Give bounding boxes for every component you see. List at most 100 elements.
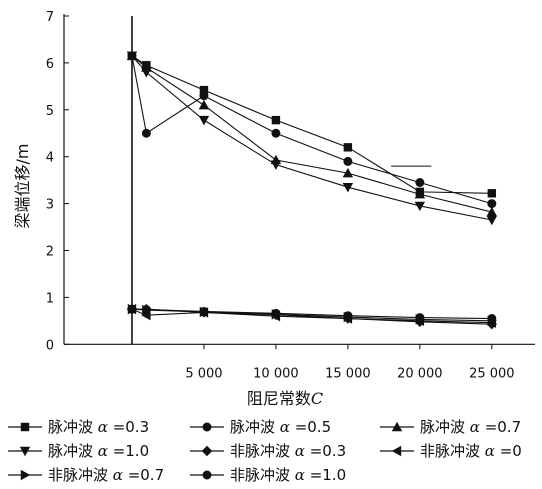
legend-label-alpha: α — [470, 418, 480, 436]
legend-label-prefix: 非脉冲波 — [48, 466, 113, 484]
legend-item: 非脉冲波 α =0.3 — [190, 442, 346, 460]
legend-label-alpha: α — [98, 442, 108, 460]
series-line — [131, 55, 492, 194]
series-5 — [126, 303, 498, 330]
legend-label: 脉冲波 α =0.5 — [230, 418, 331, 436]
y-tick-label: 6 — [46, 57, 54, 72]
legend-marker — [20, 469, 31, 481]
legend-item: 非脉冲波 α =1.0 — [190, 466, 346, 484]
data-point — [414, 201, 426, 212]
legend-item: 脉冲波 α =0.5 — [190, 418, 331, 436]
y-tick-label: 3 — [46, 198, 54, 213]
legend-marker — [201, 445, 213, 457]
legend-marker — [19, 446, 31, 457]
legend-label: 非脉冲波 α =1.0 — [230, 466, 346, 484]
data-point — [487, 199, 497, 209]
data-point — [486, 206, 498, 217]
legend-label-value: =0.7 — [480, 418, 521, 436]
legend-item: 脉冲波 α =0.3 — [8, 418, 149, 436]
legend-label-value: =0.3 — [305, 442, 346, 460]
legend-label-alpha: α — [98, 418, 108, 436]
legend-label-prefix: 脉冲波 — [420, 418, 470, 436]
legend-item: 非脉冲波 α =0 — [380, 442, 522, 460]
y-tick-label: 7 — [46, 10, 54, 25]
legend-marker — [391, 421, 403, 432]
x-tick-label: 15 000 — [325, 366, 371, 381]
data-point — [415, 178, 425, 187]
legend-label-value: =1.0 — [108, 442, 149, 460]
data-point — [415, 313, 425, 323]
legend-label-value: =0 — [495, 442, 522, 460]
legend-label-prefix: 非脉冲波 — [420, 442, 485, 460]
legend-label-prefix: 脉冲波 — [48, 418, 98, 436]
legend-label-prefix: 脉冲波 — [48, 442, 98, 460]
legend-label: 非脉冲波 α =0 — [420, 442, 522, 460]
series-2 — [127, 51, 497, 209]
data-point — [141, 305, 151, 315]
series-line — [131, 55, 492, 205]
legend-item: 脉冲波 α =1.0 — [8, 442, 149, 460]
legend-label-prefix: 脉冲波 — [230, 418, 280, 436]
legend-marker — [391, 445, 402, 457]
legend-label: 脉冲波 α =1.0 — [48, 442, 149, 460]
y-tick-label: 4 — [46, 151, 54, 166]
data-point — [487, 314, 497, 324]
data-point — [199, 85, 209, 95]
legend-label-value: =1.0 — [305, 466, 346, 484]
data-point — [342, 182, 354, 193]
legend-label-prefix: 非脉冲波 — [230, 466, 295, 484]
data-point — [343, 311, 353, 321]
legend-label: 非脉冲波 α =0.3 — [230, 442, 346, 460]
data-point — [141, 68, 152, 78]
axes — [63, 14, 535, 345]
data-point — [198, 99, 210, 110]
y-axis-title: 梁端位移/m — [13, 144, 32, 229]
data-point — [486, 215, 498, 226]
series-layer — [126, 50, 498, 330]
x-ticks: 5 000 10 000 15 000 20 000 25 000 — [185, 344, 515, 381]
series-8 — [127, 304, 497, 324]
legend-label-alpha: α — [280, 418, 290, 436]
data-point — [271, 115, 281, 125]
legend-marker — [20, 422, 30, 432]
x-tick-label: 20 000 — [397, 366, 443, 381]
data-point — [342, 167, 354, 178]
data-point — [126, 51, 138, 62]
legend-label-value: =0.3 — [108, 418, 149, 436]
x-tick-label: 25 000 — [469, 366, 515, 381]
data-point — [127, 304, 137, 314]
legend-label: 脉冲波 α =0.3 — [48, 418, 149, 436]
x-axis-title-text: 阻尼常数 — [247, 389, 311, 408]
data-point — [414, 189, 426, 199]
data-point — [343, 143, 353, 152]
series-4 — [126, 51, 498, 226]
data-point — [199, 91, 209, 101]
data-point — [198, 115, 210, 126]
legend-label-alpha: α — [485, 442, 495, 460]
annotations — [131, 16, 432, 345]
legend-marker — [202, 422, 212, 432]
y-tick-label: 2 — [46, 245, 54, 260]
y-tick-label: 5 — [46, 104, 54, 119]
y-tick-label: 1 — [46, 291, 54, 306]
legend-label-value: =0.5 — [290, 418, 331, 436]
data-point — [271, 128, 281, 138]
legend-label: 脉冲波 α =0.7 — [420, 418, 521, 436]
legend-label: 非脉冲波 α =0.7 — [48, 466, 164, 484]
legend-marker — [202, 470, 212, 480]
legend-label-alpha: α — [113, 466, 123, 484]
legend-label-alpha: α — [295, 466, 305, 484]
legend-label-value: =0.7 — [123, 466, 164, 484]
y-tick-label: 0 — [46, 338, 54, 353]
x-tick-label: 10 000 — [253, 366, 299, 381]
data-point — [487, 189, 497, 198]
x-axis-title: 阻尼常数C — [247, 389, 323, 408]
data-point — [270, 160, 282, 170]
legend-label-alpha: α — [295, 442, 305, 460]
x-tick-label: 5 000 — [185, 366, 222, 381]
data-point — [199, 306, 209, 316]
legend-item: 脉冲波 α =0.7 — [380, 418, 521, 436]
y-ticks: 0 1 2 3 4 5 6 7 — [46, 10, 69, 353]
